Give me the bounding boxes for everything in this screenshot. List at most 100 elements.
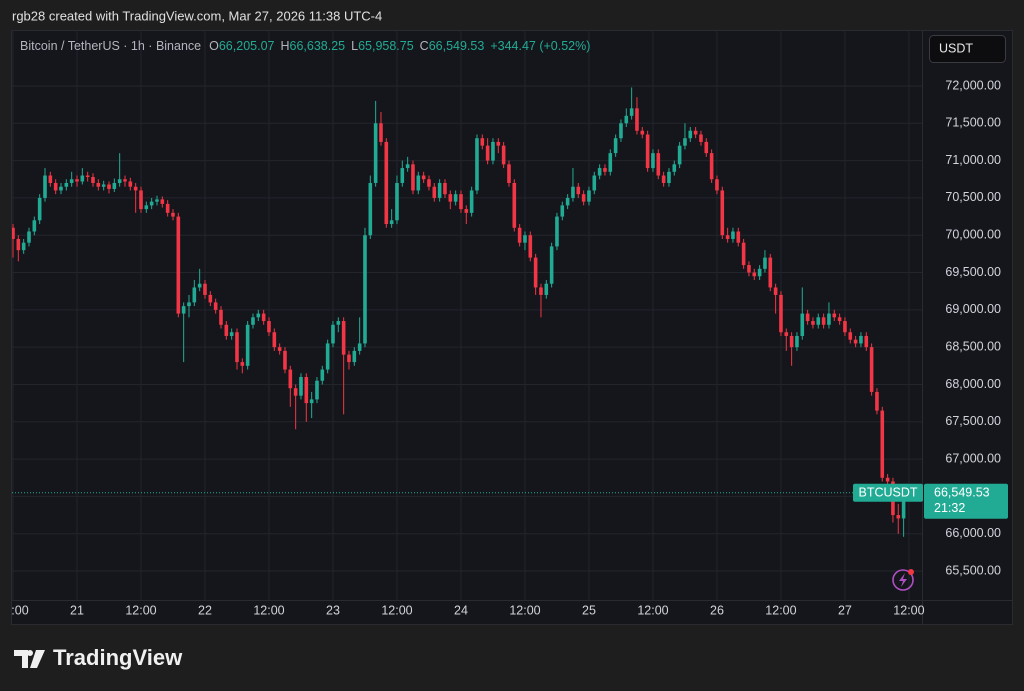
candle-body	[197, 283, 202, 288]
candle-body	[347, 354, 351, 363]
candle-body	[325, 343, 330, 370]
candle-body	[587, 190, 591, 202]
candle-body	[309, 399, 314, 404]
currency-button-label[interactable]: USDT	[939, 41, 973, 55]
candle-body	[800, 313, 805, 336]
candle-body	[469, 190, 474, 213]
legend-value: 65,958.75	[358, 39, 414, 53]
candle-body	[885, 477, 890, 482]
candle-body	[869, 347, 874, 392]
candle-body	[240, 362, 245, 366]
candle-body	[880, 410, 885, 478]
alert-icon[interactable]	[892, 569, 914, 591]
y-tick-label: 69,500.00	[945, 265, 1001, 279]
candle-body	[192, 287, 197, 303]
candle-body	[581, 194, 586, 202]
candle-body	[640, 130, 645, 135]
candle-body	[400, 168, 405, 183]
candle-body	[896, 515, 901, 519]
candle-body	[64, 182, 69, 187]
alert-bolt[interactable]	[899, 573, 907, 587]
candle-body	[277, 347, 282, 351]
candle-body	[789, 335, 794, 348]
chart-panel	[11, 30, 1013, 625]
candle-body	[597, 168, 602, 176]
x-tick-label: 12:00	[125, 603, 156, 617]
legend-value: 66,205.07	[219, 39, 275, 53]
candle-body	[128, 181, 133, 187]
candle-body	[496, 141, 501, 146]
x-tick-label: 12:00	[765, 603, 796, 617]
candle-body	[592, 175, 597, 191]
candle-body	[773, 287, 778, 295]
candle-body	[224, 324, 229, 336]
candle-body	[53, 182, 58, 191]
candle-body	[757, 268, 762, 277]
x-tick-label: 24	[454, 603, 468, 617]
logo: TradingView	[14, 645, 183, 670]
x-tick-label: 12:00	[0, 603, 29, 617]
candle-body	[213, 302, 218, 310]
candle-body	[480, 138, 485, 146]
candle-body	[715, 179, 719, 191]
x-tick-label: 25	[582, 603, 596, 617]
candle-body	[544, 283, 549, 295]
candle-body	[165, 203, 170, 213]
logo-text: TradingView	[53, 645, 183, 670]
candle-body	[443, 182, 447, 195]
candle-body	[784, 332, 789, 336]
alert-ring[interactable]	[892, 569, 914, 591]
candles	[12, 87, 906, 537]
candle-body	[656, 153, 661, 176]
y-tick-label: 68,000.00	[945, 377, 1001, 391]
candle-body	[539, 287, 543, 295]
symbol-tag-label: BTCUSDT	[858, 486, 917, 500]
candle-body	[117, 179, 122, 183]
legend: Bitcoin / TetherUS · 1h · Binance O66,205…	[20, 39, 590, 53]
candle-body	[837, 317, 842, 322]
candle-body	[667, 171, 671, 183]
candle-body	[341, 321, 346, 355]
candle-body	[752, 272, 757, 277]
candle-body	[405, 164, 410, 169]
y-tick-label: 72,000.00	[945, 78, 1001, 92]
candle-body	[549, 246, 554, 284]
candle-body	[853, 339, 858, 344]
candle-body	[811, 321, 815, 325]
candle-body	[411, 164, 415, 191]
candle-body	[848, 332, 853, 340]
candle-body	[512, 182, 517, 228]
legend-change: +344.47 (+0.52%)	[490, 39, 590, 53]
candle-body	[384, 141, 389, 225]
legend-letter: L	[351, 39, 358, 53]
candle-body	[368, 182, 373, 236]
candle-body	[571, 186, 575, 198]
candle-body	[725, 235, 730, 239]
candle-body	[613, 138, 618, 154]
candle-body	[395, 182, 399, 221]
candle-body	[507, 164, 511, 183]
price-tag-value: 66,549.53	[934, 486, 990, 500]
candle-body	[12, 227, 15, 239]
candle-body	[437, 182, 442, 198]
candle-body	[91, 177, 95, 183]
currency-button[interactable]	[929, 35, 1006, 63]
x-tick-label: 22	[198, 603, 212, 617]
candle-body	[875, 391, 879, 411]
candle-body	[517, 227, 522, 243]
candle-body	[27, 231, 31, 243]
candle-body	[629, 108, 634, 116]
candle-body	[699, 134, 703, 142]
candle-body	[133, 186, 138, 191]
candle-body	[843, 321, 847, 333]
candle-body	[293, 388, 298, 396]
alert-dot[interactable]	[908, 569, 914, 575]
logo-mark	[14, 650, 45, 668]
candle-body	[363, 235, 367, 344]
candle-body	[336, 321, 341, 325]
candle-body	[693, 130, 698, 135]
candle-body	[576, 186, 581, 195]
candle-body	[288, 369, 293, 389]
candle-body	[821, 317, 826, 325]
candle-body	[123, 179, 127, 182]
